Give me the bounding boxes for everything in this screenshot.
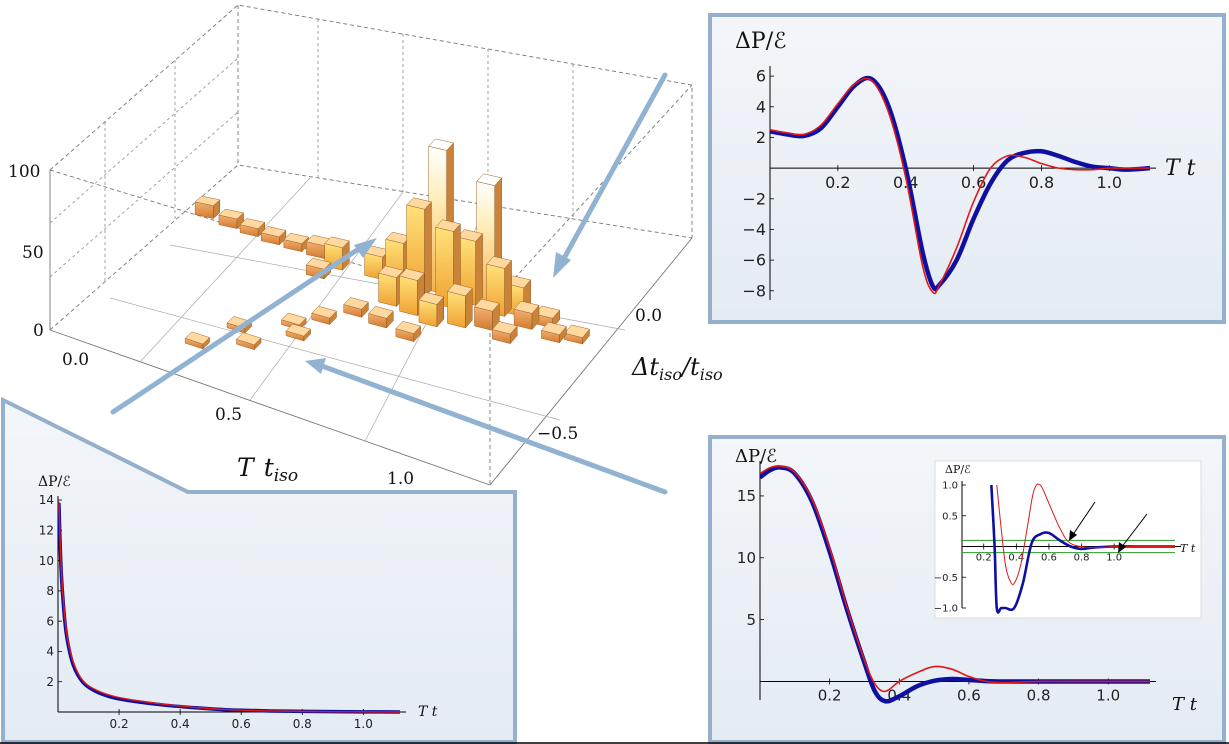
histogram-bar	[540, 321, 567, 344]
histogram-bar	[447, 283, 473, 329]
y-tick-label: 14	[39, 493, 54, 507]
x-tick-10: 1.0	[387, 469, 414, 489]
histogram-bar	[395, 320, 422, 343]
z-tick-100: 100	[8, 162, 40, 182]
x-tick-label: 0.2	[818, 686, 842, 704]
y-tick-label: −6	[742, 251, 766, 270]
y-tick-label: 1.0	[942, 481, 958, 492]
histogram-bar	[239, 218, 266, 238]
histogram-bar	[194, 195, 221, 220]
series-red	[760, 465, 1150, 693]
y-tick-label: 0.5	[942, 511, 958, 522]
y-tick-label: −1.0	[934, 604, 958, 615]
x-tick-label: 0.4	[171, 717, 190, 731]
x-tick-label: 0.6	[1041, 553, 1057, 564]
histogram-bar	[283, 232, 310, 253]
y-tick-label: 2	[46, 675, 54, 689]
panel-bottom-left: 0.2 0.4 0.6 0.8 1.0 14 12 10 8 6 4 2 ΔP/ℰ T t	[1, 396, 517, 744]
x-tick-label: 1.0	[1096, 686, 1120, 704]
y-tick-label: 4	[756, 97, 766, 116]
z-tick-0: 0	[33, 321, 44, 341]
series-red	[58, 501, 401, 713]
pointer-arrows	[110, 72, 668, 495]
x-axis-title: T t	[418, 704, 438, 720]
series-red	[770, 77, 1150, 295]
x-tick-label: 0.8	[1074, 553, 1090, 564]
series-red	[996, 483, 1175, 585]
histogram-bar	[368, 306, 394, 329]
x-tick-label: 0.8	[1029, 173, 1054, 192]
y-axis-title: ΔP/ℰ	[735, 446, 777, 467]
x-axis-title: T t	[1165, 156, 1196, 181]
inset-arrow-2	[1118, 513, 1148, 553]
histogram-bars	[184, 138, 590, 351]
histogram-bar	[260, 226, 287, 246]
y-tick-label: 10	[737, 549, 756, 567]
x-tick-label: 0.6	[957, 686, 981, 704]
histogram-bar	[285, 323, 312, 342]
svg-text:Δtiso/tiso: Δtiso/tiso	[631, 353, 723, 384]
arrow-to-top-right-peak	[553, 72, 668, 278]
z-tick-50: 50	[22, 243, 44, 263]
arrow-to-low-bar	[305, 358, 668, 495]
x-tick-label: 0.2	[976, 553, 992, 564]
y-tick-0: 0.0	[635, 306, 662, 326]
y-tick-label: −2	[742, 189, 766, 208]
histogram-bar	[491, 321, 518, 345]
y-tick-label: 6	[756, 67, 766, 86]
x-axis-title: T t	[1172, 694, 1198, 715]
inset-arrow-1	[1069, 501, 1096, 541]
histogram-bar	[218, 208, 245, 230]
x-axis-title: T t	[1180, 542, 1196, 555]
x-tick-05: 0.5	[215, 405, 242, 425]
y-tick-label: 2	[756, 128, 766, 147]
y-tick-label: −0.5	[934, 573, 958, 584]
arrow-to-left-cluster	[110, 238, 377, 415]
x-tick-label: 0.6	[232, 717, 251, 731]
x-tick-label: 1.0	[1097, 173, 1122, 192]
y-axis-label: Δtiso/tiso	[631, 353, 723, 384]
y-tick-label: 6	[46, 614, 54, 628]
y-tick-neg05: −0.5	[537, 424, 578, 444]
histogram-bar	[236, 332, 262, 351]
y-tick-label: 10	[39, 554, 54, 568]
x-tick-label: 1.0	[354, 717, 373, 731]
x-tick-label: 0.2	[110, 717, 129, 731]
x-tick-label: 1.0	[1106, 553, 1122, 564]
histogram-bar	[184, 331, 211, 350]
y-tick-label: 8	[46, 584, 54, 598]
histogram-bar	[311, 305, 337, 326]
histogram-bar	[418, 292, 445, 328]
x-tick-label: 0.8	[293, 717, 312, 731]
y-tick-label: −4	[742, 220, 766, 239]
y-axis-title: ΔP/ℰ	[38, 474, 71, 490]
y-axis-title: ΔP/ℰ	[735, 29, 786, 54]
inset-panel: 0.2 0.4 0.6 0.8 1.0 1.0 0.5 −0.5 −1.0 ΔP/ℰ T t	[934, 460, 1202, 619]
y-tick-label: 15	[737, 487, 756, 505]
y-tick-label: −8	[742, 281, 766, 300]
panel-bottom-right: 0.2 0.4 0.6 0.8 1.0 15 10 5 ΔP/ℰ T t 0.2 0.4 0.6 0.8…	[708, 435, 1226, 744]
histogram-bar	[513, 300, 540, 331]
x-tick-0: 0.0	[62, 350, 89, 370]
y-tick-label: 12	[39, 523, 54, 537]
y-tick-label: 5	[746, 611, 756, 629]
x-tick-label: 0.8	[1027, 686, 1051, 704]
x-tick-label: 0.2	[825, 173, 850, 192]
x-tick-label: 0.4	[1008, 553, 1024, 564]
y-axis-title: ΔP/ℰ	[945, 463, 971, 476]
histogram-bar	[564, 324, 590, 345]
y-tick-label: 4	[46, 645, 54, 659]
series-blue	[770, 75, 1151, 292]
histogram-bar	[343, 297, 369, 318]
